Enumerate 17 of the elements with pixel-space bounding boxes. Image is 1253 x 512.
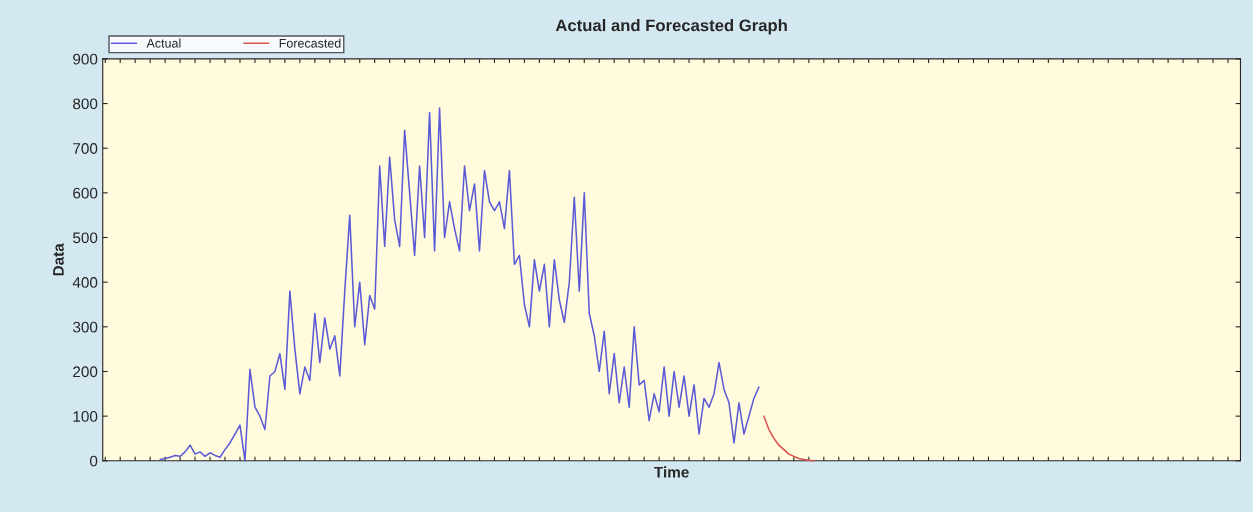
x-axis-title: Time [654,466,689,478]
legend-label: Actual [146,38,181,48]
y-tick-label: 100 [73,411,98,422]
line-series [763,415,815,462]
y-tick-label: 600 [73,187,98,199]
y-tick-label: 400 [72,277,98,288]
y-tick-label: 500 [73,232,98,244]
y-tick-label: 0 [89,455,98,467]
legend-label: Forecasted [279,38,341,48]
chart-title: Actual and Forecasted Graph [555,19,787,35]
y-axis-title: Data [53,243,64,276]
y-tick-label: 900 [73,53,98,65]
y-tick-label: 800 [73,98,98,110]
line-series [159,107,760,462]
y-tick-label: 700 [73,143,98,154]
y-tick-label: 200 [73,366,98,378]
y-tick-label: 300 [72,321,98,333]
